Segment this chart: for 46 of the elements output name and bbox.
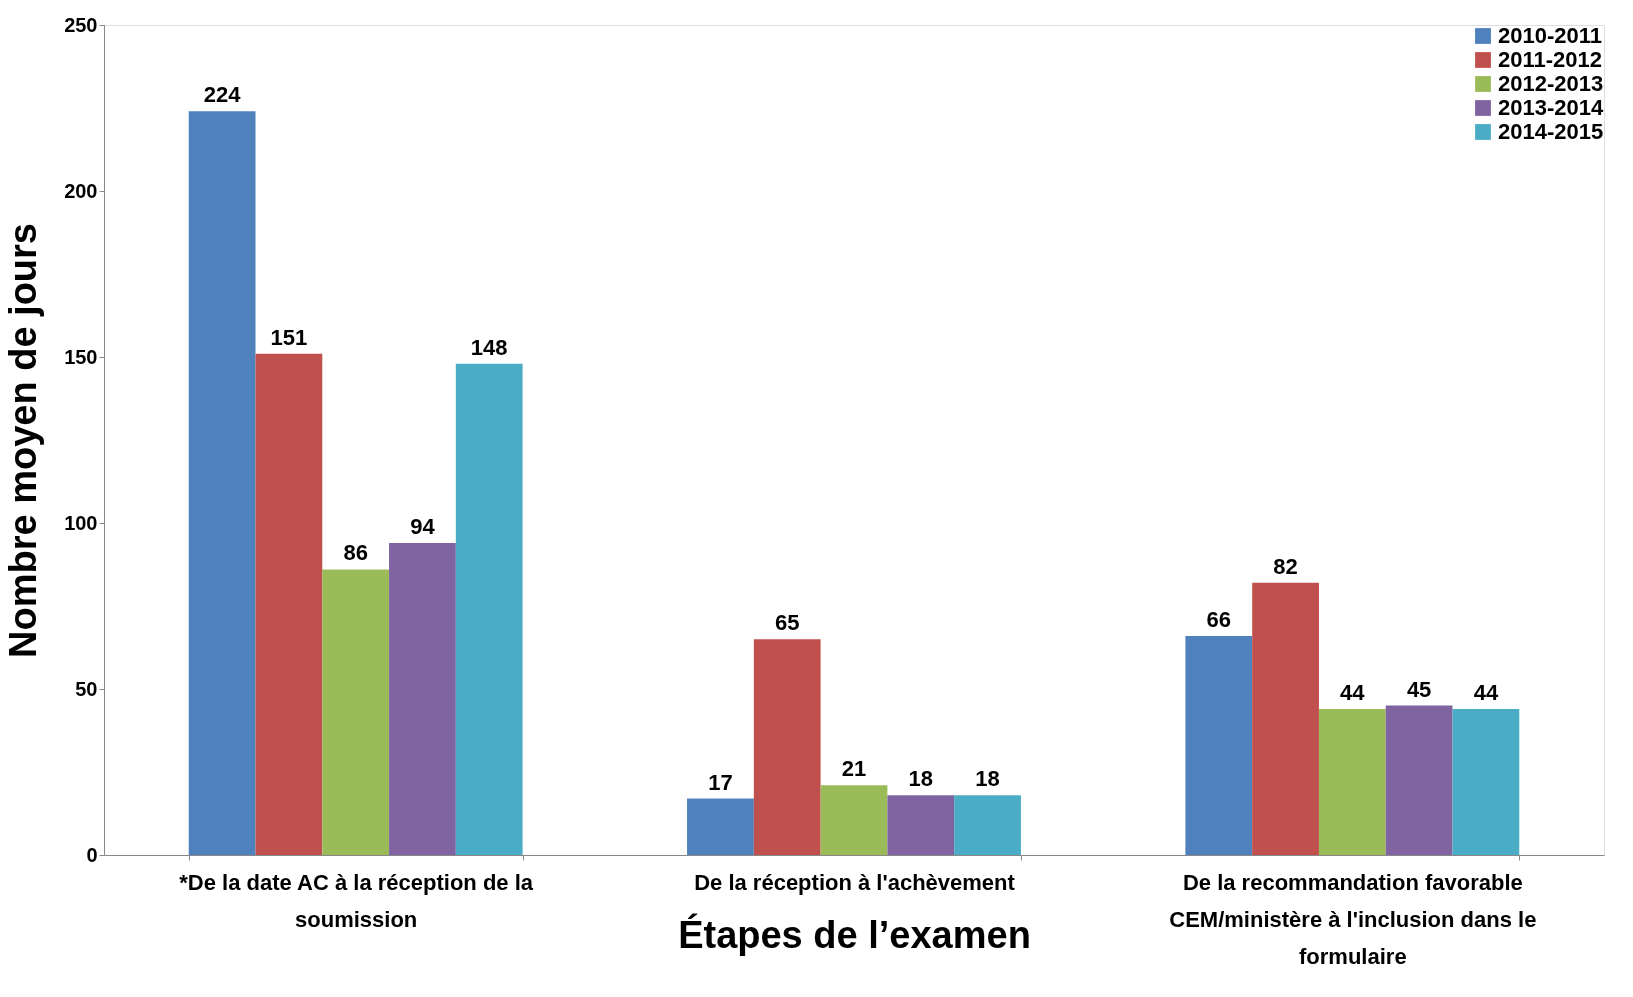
bar xyxy=(687,798,754,855)
data-label: 18 xyxy=(975,766,1000,792)
legend-label: 2011-2012 xyxy=(1498,47,1602,72)
bar xyxy=(188,111,256,855)
data-label: 44 xyxy=(1473,679,1499,705)
data-label: 65 xyxy=(774,610,800,636)
bar xyxy=(1318,708,1386,855)
data-label: 45 xyxy=(1406,676,1432,702)
data-label: 21 xyxy=(841,756,867,782)
data-label: 224 xyxy=(203,82,242,108)
bar xyxy=(322,569,390,855)
bar xyxy=(820,785,888,855)
bar xyxy=(389,542,456,855)
x-tick-label: *De la date AC à la réception de la soumission xyxy=(179,869,534,932)
y-tick-label: 250 xyxy=(64,13,98,36)
y-tick-label: 50 xyxy=(75,677,98,700)
data-label: 82 xyxy=(1273,553,1298,579)
legend-label: 2014-2015 xyxy=(1498,119,1604,144)
y-tick-label: 150 xyxy=(64,345,98,368)
bar xyxy=(1252,582,1319,855)
bar xyxy=(255,353,323,855)
bar xyxy=(887,795,955,855)
legend-label: 2012-2013 xyxy=(1498,71,1604,96)
legend-label: 2013-2014 xyxy=(1498,95,1604,120)
legend-label: 2010-2011 xyxy=(1498,23,1602,48)
data-label: 44 xyxy=(1340,679,1366,705)
data-label: 17 xyxy=(708,769,733,795)
x-axis-title: Étapes de l’examen xyxy=(678,912,1031,956)
bar xyxy=(753,639,821,855)
y-axis-title: Nombre moyen de jours xyxy=(2,223,45,658)
data-label: 151 xyxy=(270,324,308,350)
bar xyxy=(1452,708,1520,855)
data-label: 86 xyxy=(343,540,368,566)
x-tick-label: De la réception à l'achèvement xyxy=(694,869,1016,895)
x-tick-label: De la recommandation favorable CEM/ministère à l'inclusion dans le formulaire xyxy=(1169,869,1537,969)
bar xyxy=(455,363,523,855)
y-tick-label: 100 xyxy=(64,511,98,534)
data-label: 148 xyxy=(470,334,508,360)
data-label: 94 xyxy=(410,513,436,539)
data-label: 18 xyxy=(908,766,934,792)
data-label: 66 xyxy=(1206,606,1232,632)
bar xyxy=(1385,705,1453,855)
y-tick-label: 200 xyxy=(64,179,98,202)
y-tick-label: 0 xyxy=(86,843,98,866)
bar xyxy=(954,795,1021,855)
bar xyxy=(1185,635,1253,855)
